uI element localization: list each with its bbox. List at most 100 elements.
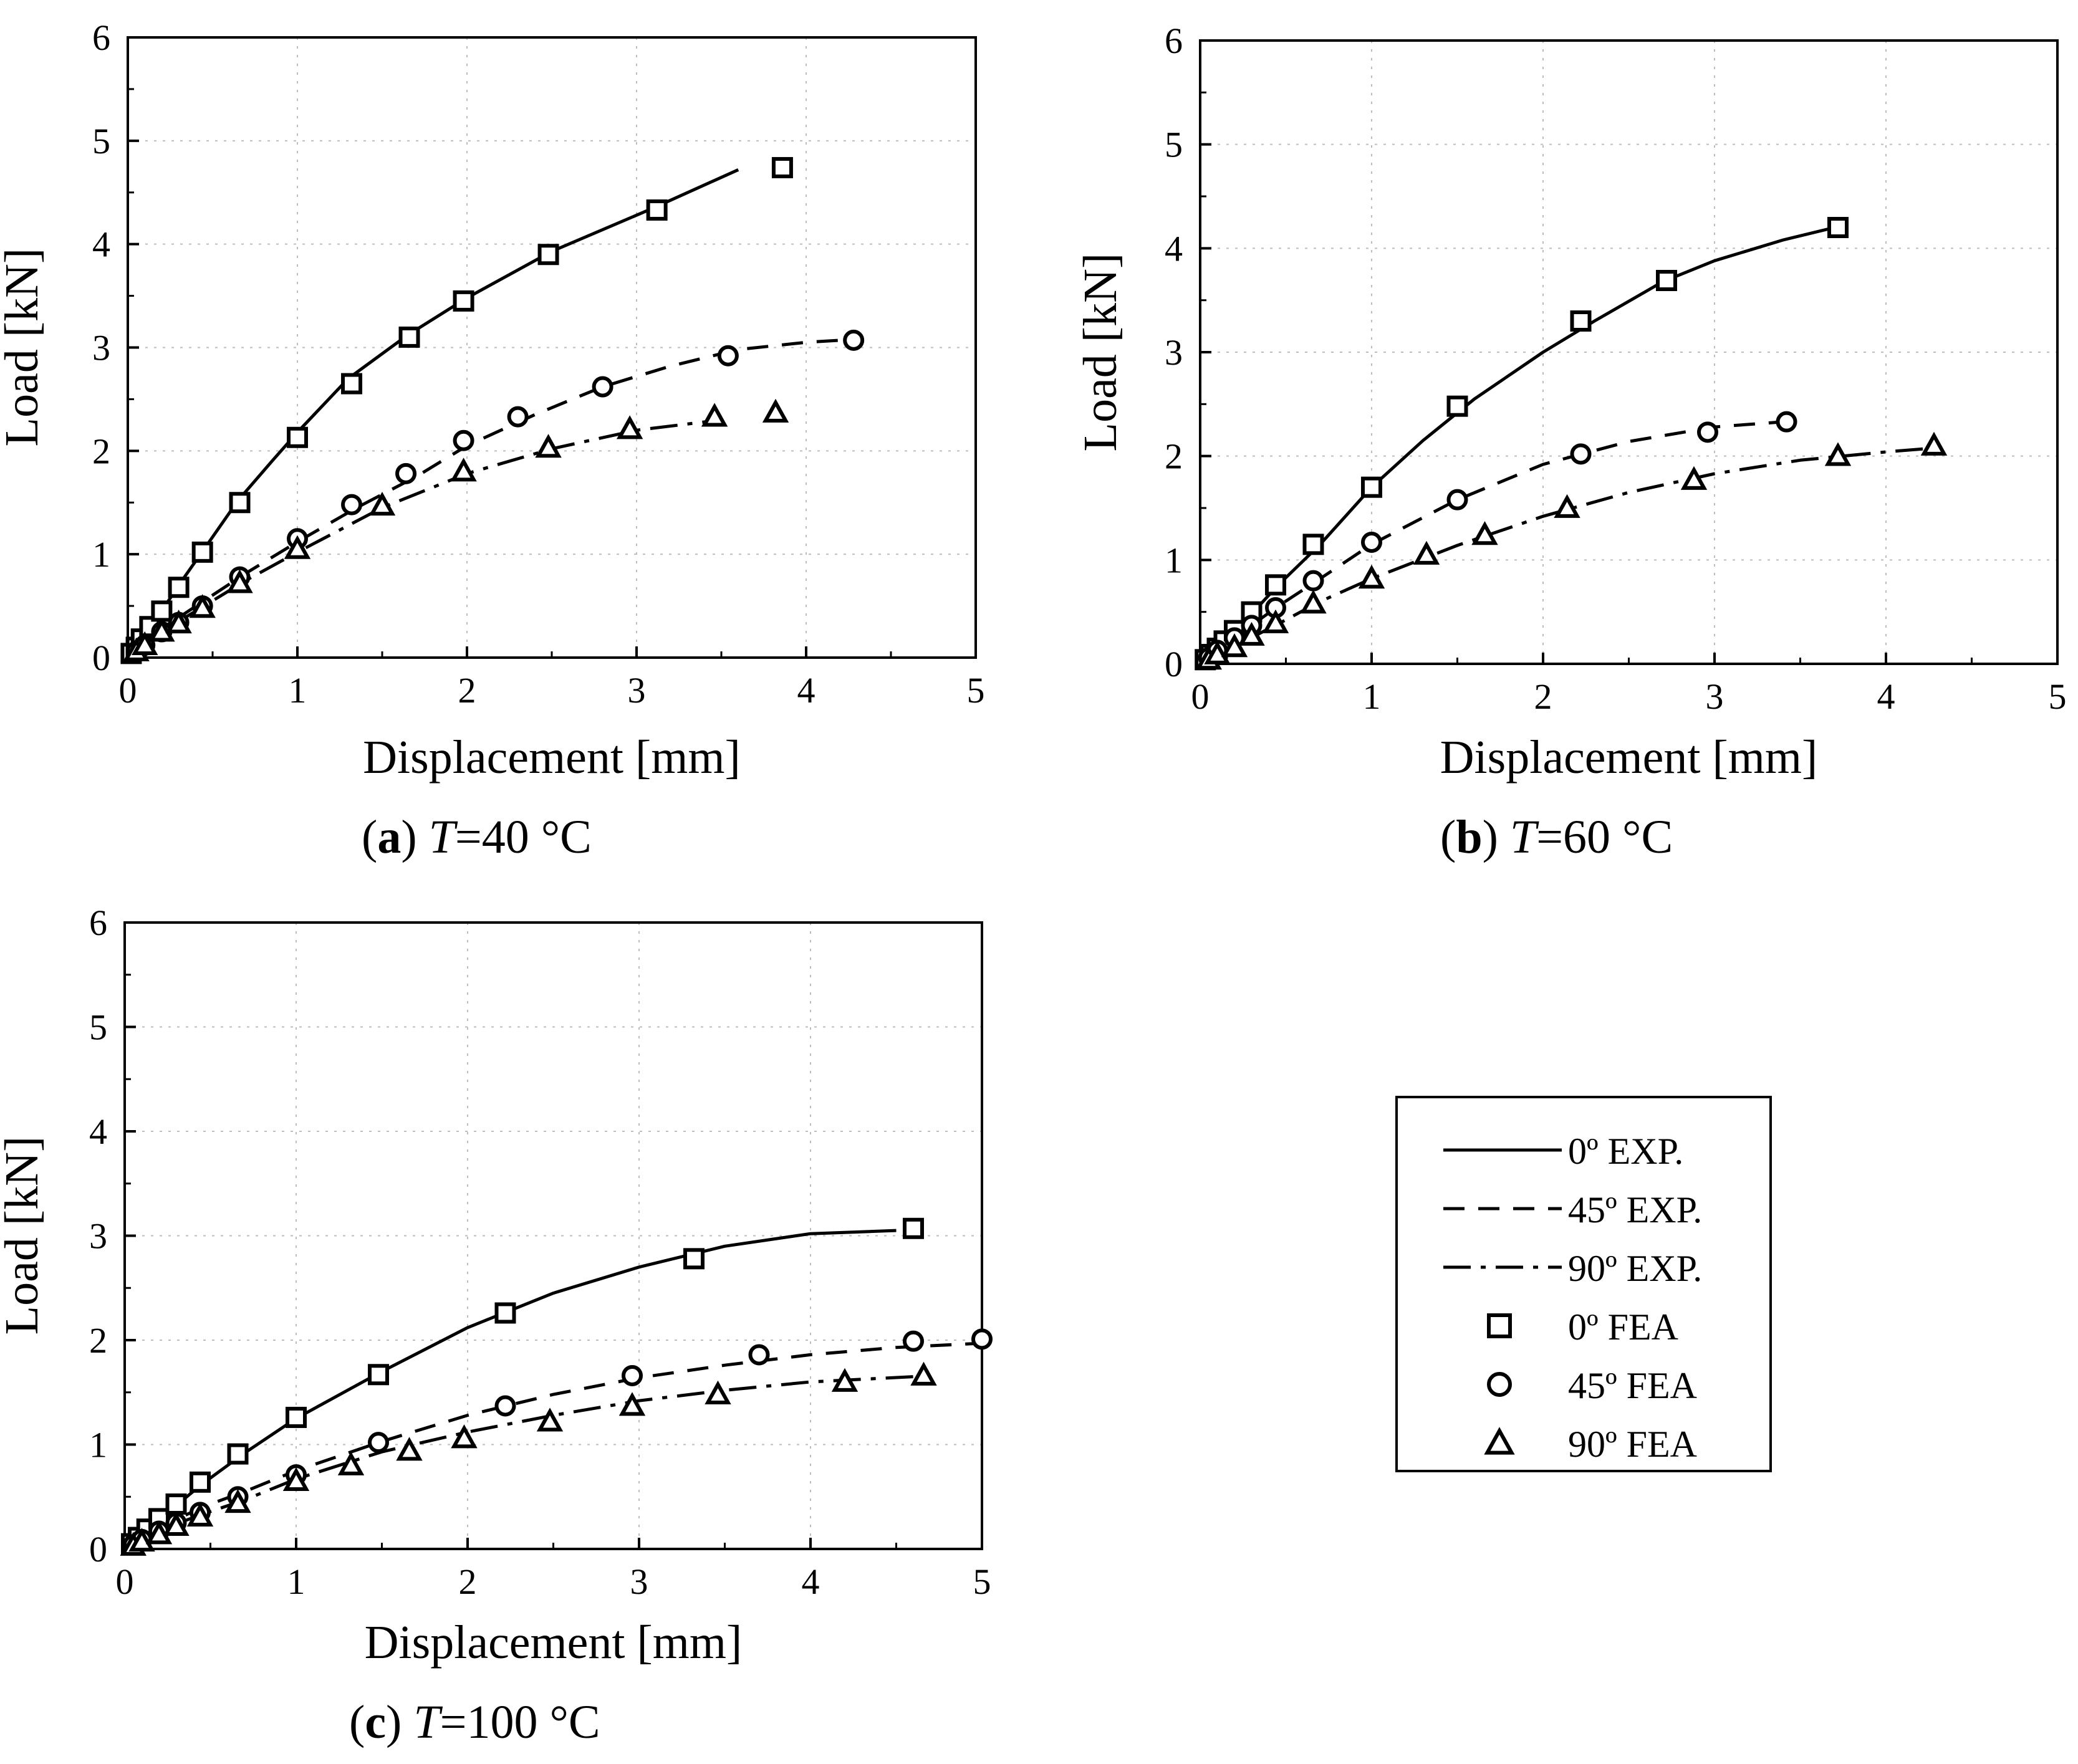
x-tick-label: 3: [630, 1561, 648, 1602]
data-point-0-fea: [1361, 476, 1382, 498]
data-point-0-fea: [168, 577, 190, 598]
panel-b: 0 1 2 3 4 5 0 1 2 3 4 5 6 Displacement [mm] Load [kN]: [1074, 21, 2067, 784]
data-point-90-fea: [189, 594, 216, 618]
data-point-90-fea: [337, 1451, 365, 1475]
data-point-45-fea: [1446, 489, 1468, 511]
data-point-0-fea: [227, 1443, 249, 1465]
data-point-0-fea: [1446, 395, 1468, 417]
data-point-0-fea: [341, 373, 363, 395]
data-point-0-fea: [286, 1406, 307, 1428]
y-tick-label: 3: [92, 328, 110, 368]
data-point-90-fea: [910, 1361, 937, 1386]
data-point-45-fea: [507, 406, 529, 428]
x-tick-label: 3: [1706, 676, 1724, 717]
y-tick-label: 0: [1165, 644, 1183, 684]
data-point-90-fea: [1204, 640, 1231, 664]
data-point-90-fea: [450, 458, 477, 482]
data-point-0-fea: [151, 600, 173, 622]
y-axis-label: Load [kN]: [0, 1136, 48, 1335]
data-point-45-fea: [1570, 443, 1592, 465]
y-tick-label: 5: [89, 1007, 107, 1048]
data-point-0-fea: [1570, 310, 1592, 332]
y-tick-label: 2: [1165, 436, 1183, 477]
x-tick-label: 2: [458, 670, 476, 711]
data-point-0-fea: [537, 244, 559, 266]
panel-a: 0 1 2 3 4 5 0 1 2 3 4 5 6 Displacement [mm] Load [kN]: [0, 17, 985, 784]
data-point-45-fea: [592, 376, 613, 398]
y-tick-label: 5: [1165, 125, 1183, 165]
y-tick-label: 2: [89, 1320, 107, 1361]
legend-box: [1395, 1096, 1772, 1472]
y-tick-label: 0: [92, 638, 110, 678]
data-point-45-fea: [971, 1328, 993, 1350]
data-point-0-fea: [1656, 270, 1677, 291]
caption-variable: T: [1509, 811, 1537, 863]
data-point-90-fea: [1680, 466, 1708, 490]
data-point-0-fea: [1302, 534, 1324, 555]
data-point-90-fea: [282, 1467, 310, 1492]
data-point-90-fea: [616, 415, 643, 439]
y-tick-label: 3: [89, 1216, 107, 1257]
data-point-90-fea: [701, 403, 728, 427]
data-point-45-fea: [453, 429, 474, 451]
x-tick-label: 4: [797, 670, 815, 711]
legend-swatch-marker: [1487, 1372, 1512, 1397]
data-point-90-fea: [132, 631, 158, 655]
data-point-45-fea: [395, 463, 417, 484]
x-tick-label: 0: [119, 670, 137, 711]
caption-variable: T: [428, 811, 455, 863]
x-axis-label: Displacement [mm]: [365, 1616, 743, 1669]
data-point-90-fea: [705, 1380, 731, 1404]
legend-label: 45º FEA: [1568, 1365, 1697, 1406]
y-tick-label: 0: [89, 1529, 107, 1570]
data-point-90-fea: [1920, 431, 1948, 456]
caption-panel-c: (c) T=100 °C: [349, 1696, 600, 1748]
data-point-45-fea: [622, 1364, 643, 1386]
y-tick-label: 6: [89, 903, 107, 943]
x-tick-label: 2: [459, 1561, 477, 1602]
y-tick-label: 6: [92, 17, 110, 58]
data-point-0-fea: [494, 1302, 516, 1324]
data-point-45-fea: [1776, 411, 1797, 433]
data-point-0-fea: [191, 541, 213, 563]
data-point-0-fea: [771, 156, 793, 178]
legend-swatch-marker: [1484, 1427, 1515, 1455]
caption-variable: T: [413, 1696, 440, 1748]
data-point-90-fea: [368, 491, 396, 516]
data-point-90-fea: [148, 618, 175, 642]
y-axis-label: Load [kN]: [1074, 253, 1127, 452]
caption-label: b: [1456, 811, 1483, 863]
data-point-0-fea: [646, 199, 668, 221]
caption-value: =100 °C: [440, 1696, 600, 1748]
legend-swatch-marker: [1487, 1313, 1512, 1338]
data-point-90-fea: [535, 434, 562, 458]
data-point-45-fea: [748, 1344, 770, 1366]
data-point-0-fea: [683, 1248, 705, 1270]
caption-panel-a: (a) T=40 °C: [362, 811, 592, 863]
x-tick-label: 1: [1363, 676, 1381, 717]
panel-c: 0 1 2 3 4 5 0 1 2 3 4 5 6 Displacement [mm] Load [kN]: [0, 903, 993, 1669]
data-point-45-fea: [368, 1432, 389, 1454]
data-point-90-fea: [226, 569, 253, 593]
data-point-90-fea: [284, 535, 311, 559]
data-point-90-fea: [1262, 609, 1289, 633]
series-line-90-exp: [1199, 446, 1938, 666]
caption-panel-b: (b) T=60 °C: [1440, 811, 1673, 863]
series-line-90-exp: [127, 418, 722, 659]
y-tick-label: 6: [1165, 21, 1183, 61]
data-point-0-fea: [1265, 574, 1286, 596]
x-tick-label: 5: [973, 1561, 991, 1602]
data-point-90-fea: [1221, 633, 1248, 658]
y-axis-label: Load [kN]: [0, 248, 48, 447]
caption-label: a: [377, 811, 402, 863]
data-point-0-fea: [1827, 217, 1849, 238]
data-point-90-fea: [1300, 590, 1327, 614]
x-tick-label: 4: [802, 1561, 820, 1602]
data-point-90-fea: [451, 1424, 478, 1449]
data-point-0-fea: [287, 426, 308, 448]
y-tick-label: 1: [89, 1425, 107, 1465]
data-point-90-fea: [1238, 621, 1265, 646]
data-point-0-fea: [190, 1471, 211, 1493]
data-point-90-fea: [831, 1368, 859, 1392]
data-point-45-fea: [843, 329, 865, 351]
